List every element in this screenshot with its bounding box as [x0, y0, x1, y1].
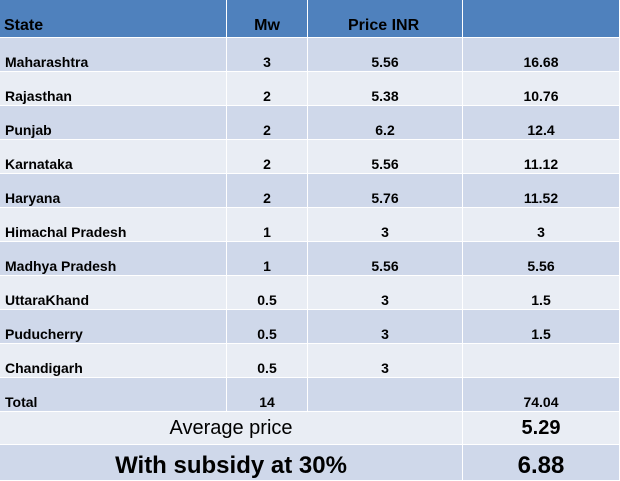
- total-cell: [463, 344, 620, 378]
- total-cell: 5.56: [463, 242, 620, 276]
- mw-cell: 0.5: [227, 310, 308, 344]
- total-cell: 10.76: [463, 72, 620, 106]
- price-cell: 3: [308, 344, 463, 378]
- table-row: Karnataka 2 5.56 11.12: [0, 140, 620, 174]
- total-row: Total 14 74.04: [0, 378, 620, 412]
- mw-cell: 2: [227, 174, 308, 208]
- total-price: [308, 378, 463, 412]
- table-row: Chandigarh 0.5 3: [0, 344, 620, 378]
- mw-cell: 0.5: [227, 276, 308, 310]
- subsidy-value: 6.88: [463, 445, 620, 481]
- state-cell: UttaraKhand: [0, 276, 227, 310]
- state-cell: Puducherry: [0, 310, 227, 344]
- price-cell: 3: [308, 310, 463, 344]
- header-mw: Mw: [227, 0, 308, 38]
- price-cell: 3: [308, 208, 463, 242]
- total-cell: 11.12: [463, 140, 620, 174]
- table-row: Haryana 2 5.76 11.52: [0, 174, 620, 208]
- total-cell: 3: [463, 208, 620, 242]
- subsidy-row: With subsidy at 30% 6.88: [0, 445, 620, 481]
- total-label: Total: [0, 378, 227, 412]
- header-total: [463, 0, 620, 38]
- total-mw: 14: [227, 378, 308, 412]
- table-row: Himachal Pradesh 1 3 3: [0, 208, 620, 242]
- mw-cell: 2: [227, 106, 308, 140]
- state-cell: Rajasthan: [0, 72, 227, 106]
- mw-cell: 2: [227, 140, 308, 174]
- average-label: Average price: [0, 412, 463, 445]
- price-cell: 5.38: [308, 72, 463, 106]
- state-cell: Maharashtra: [0, 38, 227, 72]
- price-cell: 3: [308, 276, 463, 310]
- mw-cell: 0.5: [227, 344, 308, 378]
- state-cell: Madhya Pradesh: [0, 242, 227, 276]
- state-cell: Himachal Pradesh: [0, 208, 227, 242]
- header-state: State: [0, 0, 227, 38]
- state-cell: Chandigarh: [0, 344, 227, 378]
- table-row: Puducherry 0.5 3 1.5: [0, 310, 620, 344]
- subsidy-label: With subsidy at 30%: [0, 445, 463, 481]
- table-row: Rajasthan 2 5.38 10.76: [0, 72, 620, 106]
- price-cell: 5.76: [308, 174, 463, 208]
- total-cell: 11.52: [463, 174, 620, 208]
- total-sum: 74.04: [463, 378, 620, 412]
- state-cell: Punjab: [0, 106, 227, 140]
- table-row: UttaraKhand 0.5 3 1.5: [0, 276, 620, 310]
- price-cell: 5.56: [308, 140, 463, 174]
- mw-cell: 1: [227, 208, 308, 242]
- price-cell: 5.56: [308, 38, 463, 72]
- mw-cell: 1: [227, 242, 308, 276]
- mw-cell: 2: [227, 72, 308, 106]
- average-row: Average price 5.29: [0, 412, 620, 445]
- price-cell: 5.56: [308, 242, 463, 276]
- table-row: Madhya Pradesh 1 5.56 5.56: [0, 242, 620, 276]
- header-price: Price INR: [308, 0, 463, 38]
- header-row: State Mw Price INR: [0, 0, 620, 38]
- average-value: 5.29: [463, 412, 620, 445]
- mw-cell: 3: [227, 38, 308, 72]
- price-cell: 6.2: [308, 106, 463, 140]
- table-row: Punjab 2 6.2 12.4: [0, 106, 620, 140]
- total-cell: 1.5: [463, 276, 620, 310]
- total-cell: 16.68: [463, 38, 620, 72]
- total-cell: 1.5: [463, 310, 620, 344]
- state-cell: Karnataka: [0, 140, 227, 174]
- state-cell: Haryana: [0, 174, 227, 208]
- total-cell: 12.4: [463, 106, 620, 140]
- table-row: Maharashtra 3 5.56 16.68: [0, 38, 620, 72]
